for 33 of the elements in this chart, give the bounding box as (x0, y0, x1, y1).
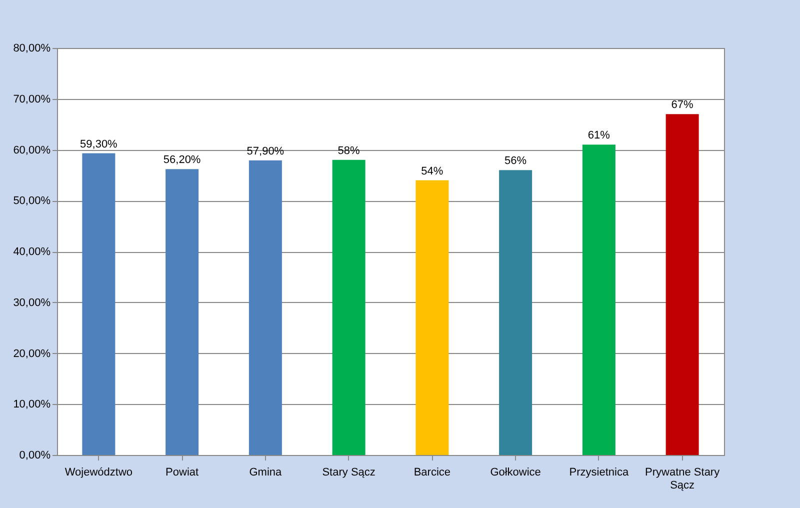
data-label: 61% (588, 130, 610, 142)
bar (416, 180, 449, 455)
data-label: 54% (421, 165, 444, 178)
bar (332, 160, 366, 455)
y-tick-label: 50,00% (13, 195, 51, 208)
y-tick-label: 20,00% (13, 348, 51, 360)
y-tick-label: 10,00% (13, 398, 51, 411)
y-tick-label: 70,00% (13, 93, 51, 106)
x-tick-label: Gmina (249, 466, 283, 478)
x-tick-label: Przysietnica (569, 466, 630, 478)
y-tick-label: 30,00% (13, 296, 51, 309)
data-label: 58% (338, 144, 360, 157)
data-label: 57,90% (246, 145, 284, 158)
bar (166, 169, 199, 455)
x-tick-label: Województwo (64, 466, 133, 478)
bar (666, 114, 699, 455)
data-label: 56% (504, 155, 527, 168)
y-tick-label: 60,00% (13, 144, 51, 156)
bar (499, 170, 532, 455)
bar (248, 160, 282, 455)
data-label: 67% (671, 99, 694, 112)
data-label: 56,20% (163, 154, 201, 166)
x-tick-label: Barcice (414, 466, 451, 478)
x-tick-label: Gołkowice (490, 466, 541, 478)
bar (582, 144, 616, 455)
x-tick-label: Stary Sącz (322, 466, 376, 478)
x-tick-label: Powiat (166, 466, 199, 478)
data-label: 59,30% (80, 138, 118, 150)
x-tick-label: Prywatne Stary Sącz (645, 466, 720, 492)
y-tick-label: 80,00% (13, 42, 51, 54)
y-tick-label: 0,00% (19, 450, 51, 462)
bar (82, 153, 116, 455)
y-tick-label: 40,00% (13, 246, 51, 258)
